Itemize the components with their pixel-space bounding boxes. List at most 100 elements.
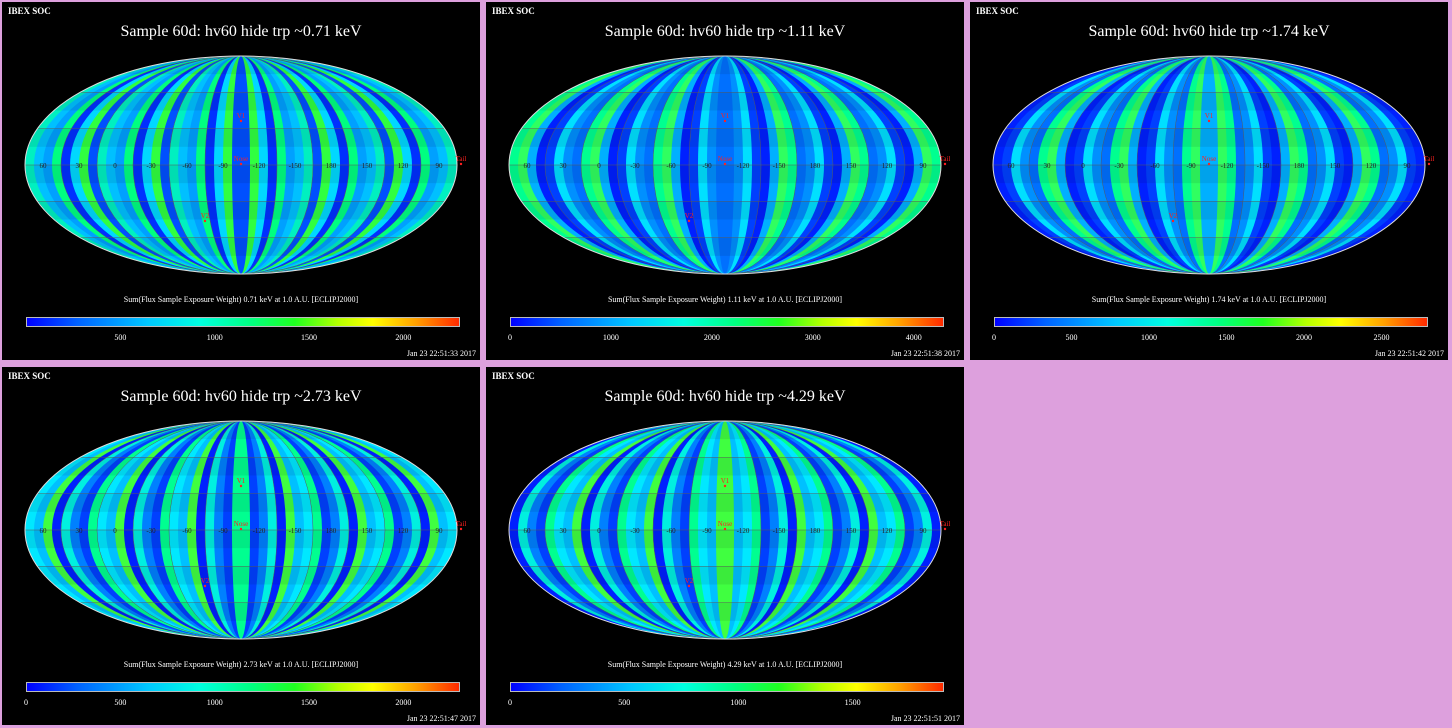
lat-strip [25,237,457,256]
colorbar-tick: 500 [1065,333,1078,342]
panel-header: IBEX SOC [492,371,535,381]
lon-label: -60 [182,527,192,535]
position-marker [723,484,727,488]
lat-strip [993,128,1425,147]
sky-map-panel-3: 60 30 0 -30 -60 -90 -120 -150 180 150 120 90 V1 Nose V… [970,2,1448,360]
lat-strip [509,128,941,147]
colorbar-tick: 500 [114,698,127,707]
lon-label: 120 [398,162,409,170]
lat-strip [509,421,941,440]
panel-title: Sample 60d: hv60 hide trp ~1.74 keV [1088,23,1330,40]
lon-label: 90 [436,527,444,535]
lat-strip [993,165,1425,184]
lon-label: 120 [882,162,893,170]
colorbar-title: Sum(Flux Sample Exposure Weight) 4.29 ke… [607,660,843,669]
lon-label: -30 [1114,162,1124,170]
position-marker [239,119,243,123]
lon-label: 0 [113,527,117,535]
lat-strip [509,201,941,220]
colorbar-title: Sum(Flux Sample Exposure Weight) 2.73 ke… [123,660,359,669]
lon-label: 30 [560,527,568,535]
v1-label: V1 [721,112,730,120]
position-marker [723,162,727,166]
lon-label: -30 [630,527,640,535]
lat-strip [509,602,941,621]
lon-label: -150 [289,527,302,535]
lon-label: 180 [810,162,821,170]
lon-label: -120 [737,162,750,170]
v2-label: V2 [201,577,210,585]
lon-label: 90 [920,162,928,170]
sky-map: 60 30 0 -30 -60 -90 -120 -150 180 150 120 90 V1 Nose V… [508,55,951,275]
lon-label: 120 [882,527,893,535]
lon-label: -60 [182,162,192,170]
lat-strip [25,201,457,220]
position-marker [1207,119,1211,123]
timestamp: Jan 23 22:51:47 2017 [406,714,476,723]
lon-label: -90 [702,162,712,170]
position-marker [687,219,691,223]
lon-label: 30 [560,162,568,170]
lon-label: 60 [40,162,48,170]
lon-label: -120 [1221,162,1234,170]
lat-strip [25,493,457,512]
sky-map: 60 30 0 -30 -60 -90 -120 -150 180 150 120 90 V1 Nose V… [508,420,950,640]
colorbar-tick: 2500 [1373,333,1390,342]
tail-label: Tail [456,520,467,528]
colorbar-title: Sum(Flux Sample Exposure Weight) 1.11 ke… [607,295,843,304]
lat-strip [25,165,457,184]
lon-label: 60 [1008,162,1016,170]
colorbar-tick: 1500 [301,698,318,707]
sky-map: 60 30 0 -30 -60 -90 -120 -150 180 150 120 90 V1 Nose V… [24,55,466,275]
lon-label: -60 [1150,162,1160,170]
lon-label: 180 [810,527,821,535]
panel-title: Sample 60d: hv60 hide trp ~1.11 keV [604,23,846,40]
lat-strip [25,602,457,621]
position-marker [943,162,947,166]
colorbar-tick: 1500 [1218,333,1235,342]
position-marker [1207,162,1211,166]
colorbar-tick: 2000 [395,698,412,707]
position-marker [203,219,207,223]
tail-label: Tail [940,155,951,163]
lon-label: 120 [398,527,409,535]
lat-strip [25,56,457,75]
position-marker [687,584,691,588]
lat-strip [993,92,1425,111]
colorbar-tick: 0 [508,698,512,707]
lon-label: 60 [524,162,532,170]
colorbar-tick: 1000 [602,333,619,342]
tail-label: Tail [1424,155,1435,163]
colorbar-tick: 0 [508,333,512,342]
position-marker [943,527,947,531]
lat-strip [509,457,941,476]
lon-label: 30 [76,527,84,535]
panel-header: IBEX SOC [8,371,51,381]
lon-label: 90 [1404,162,1412,170]
lon-label: 150 [362,162,373,170]
colorbar [26,317,460,327]
position-marker [203,584,207,588]
lat-strip [509,92,941,111]
lon-label: -30 [630,162,640,170]
colorbar [26,682,460,692]
lon-label: 30 [1044,162,1052,170]
lon-label: -150 [773,527,786,535]
lon-label: -90 [218,527,228,535]
position-marker [723,119,727,123]
lon-label: -30 [146,162,156,170]
v2-label: V2 [685,577,694,585]
lat-strip [25,92,457,111]
lon-label: 150 [846,162,857,170]
position-marker [239,484,243,488]
lon-label: 0 [113,162,117,170]
colorbar-tick: 3000 [804,333,821,342]
nose-label: Nose [718,155,732,163]
lat-strip [25,566,457,585]
colorbar-tick: 1000 [730,698,747,707]
sky-map-panel-1: 60 30 0 -30 -60 -90 -120 -150 180 150 120 90 V1 Nose V… [2,2,480,360]
lon-label: -150 [773,162,786,170]
panel-title: Sample 60d: hv60 hide trp ~4.29 keV [604,388,846,405]
lon-label: -90 [218,162,228,170]
